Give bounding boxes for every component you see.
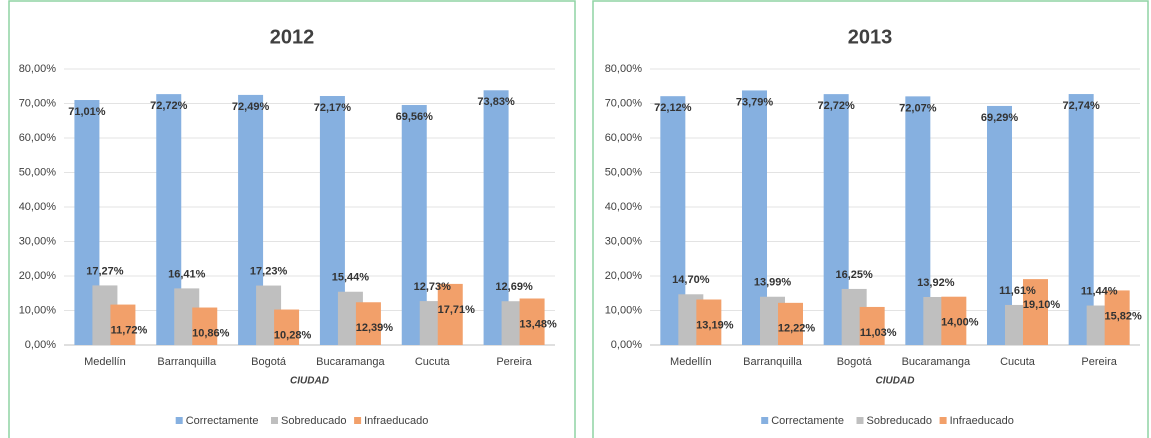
value-label: 14,00%	[941, 317, 979, 329]
y-tick-label: 20,00%	[19, 270, 57, 282]
chart-title: 2013	[848, 26, 893, 48]
legend-swatch	[761, 417, 769, 424]
value-label: 72,72%	[150, 100, 188, 112]
legend-label: Correctamente	[771, 415, 844, 427]
value-label: 73,79%	[736, 96, 774, 108]
bar	[941, 296, 967, 345]
x-tick-label: Cucuta	[1000, 356, 1036, 368]
bar	[1104, 290, 1130, 345]
value-label: 13,92%	[917, 277, 955, 289]
y-tick-label: 60,00%	[19, 132, 57, 144]
value-label: 12,73%	[414, 281, 452, 293]
value-label: 10,86%	[192, 327, 230, 339]
legend-swatch	[271, 417, 278, 424]
x-axis-label: CIUDAD	[876, 376, 915, 387]
value-label: 72,12%	[654, 102, 692, 114]
bar	[274, 309, 300, 345]
bar	[355, 302, 381, 345]
bar	[696, 299, 722, 345]
bar	[110, 304, 136, 345]
value-label: 72,72%	[818, 100, 856, 112]
y-tick-label: 80,00%	[605, 63, 643, 75]
value-label: 17,27%	[86, 265, 124, 277]
chart-frame	[592, 0, 1149, 438]
bar	[437, 283, 463, 345]
x-tick-label: Medellín	[670, 356, 712, 368]
legend-label: Sobreducado	[867, 415, 932, 427]
x-tick-label: Pereira	[496, 356, 532, 368]
y-tick-label: 30,00%	[605, 235, 643, 247]
y-tick-label: 70,00%	[19, 97, 57, 109]
y-tick-label: 10,00%	[19, 304, 57, 316]
bar	[1068, 94, 1094, 345]
value-label: 15,82%	[1105, 310, 1143, 322]
chart-frame	[8, 0, 576, 438]
value-label: 17,71%	[438, 304, 476, 316]
value-label: 72,74%	[1063, 100, 1101, 112]
x-tick-label: Bogotá	[837, 356, 873, 368]
legend-swatch	[354, 417, 362, 424]
chart-title: 2012	[270, 26, 315, 48]
value-label: 13,19%	[696, 319, 734, 331]
value-label: 11,44%	[1081, 285, 1118, 297]
value-label: 16,25%	[836, 269, 874, 281]
y-tick-label: 10,00%	[605, 304, 643, 316]
value-label: 71,01%	[68, 106, 106, 118]
y-tick-label: 40,00%	[19, 201, 57, 213]
value-label: 11,61%	[999, 285, 1036, 297]
legend-swatch	[856, 417, 864, 424]
y-tick-label: 0,00%	[25, 339, 56, 351]
value-label: 17,23%	[250, 265, 288, 277]
value-label: 14,70%	[672, 274, 710, 286]
bar	[192, 307, 218, 345]
value-label: 72,17%	[314, 102, 352, 114]
value-label: 69,29%	[981, 112, 1019, 124]
y-tick-label: 80,00%	[19, 63, 57, 75]
bar	[859, 306, 885, 345]
legend-swatch	[939, 417, 947, 424]
value-label: 12,22%	[778, 323, 816, 335]
x-axis-label: CIUDAD	[290, 376, 329, 387]
bar	[1023, 279, 1048, 345]
x-tick-label: Cucuta	[415, 356, 451, 368]
value-label: 11,72%	[111, 324, 148, 336]
y-tick-label: 40,00%	[605, 201, 643, 213]
value-label: 72,07%	[899, 102, 937, 114]
x-tick-label: Bogotá	[251, 356, 287, 368]
y-tick-label: 30,00%	[19, 235, 57, 247]
bar	[519, 298, 545, 345]
x-tick-label: Barranquilla	[743, 356, 803, 368]
y-tick-label: 50,00%	[605, 166, 643, 178]
y-tick-label: 20,00%	[605, 270, 643, 282]
y-tick-label: 50,00%	[19, 166, 57, 178]
value-label: 16,41%	[168, 268, 206, 280]
value-label: 13,99%	[754, 277, 792, 289]
value-label: 12,69%	[495, 281, 533, 293]
x-tick-label: Medellín	[84, 356, 126, 368]
y-tick-label: 60,00%	[605, 132, 643, 144]
legend-label: Correctamente	[186, 415, 259, 427]
legend-swatch	[175, 417, 183, 424]
legend-label: Infraeducado	[950, 415, 1014, 427]
x-tick-label: Bucaramanga	[316, 356, 385, 368]
value-label: 12,39%	[356, 322, 394, 334]
y-tick-label: 0,00%	[611, 339, 642, 351]
x-tick-label: Barranquilla	[157, 356, 217, 368]
value-label: 15,44%	[332, 272, 370, 284]
x-tick-label: Bucaramanga	[902, 356, 971, 368]
value-label: 73,83%	[477, 96, 515, 108]
value-label: 72,49%	[232, 101, 270, 113]
value-label: 11,03%	[860, 327, 897, 339]
x-tick-label: Pereira	[1081, 356, 1117, 368]
value-label: 13,48%	[519, 318, 557, 330]
y-tick-label: 70,00%	[605, 97, 643, 109]
value-label: 69,56%	[396, 111, 434, 123]
legend-label: Infraeducado	[364, 415, 428, 427]
value-label: 10,28%	[274, 329, 312, 341]
value-label: 19,10%	[1023, 299, 1061, 311]
bar	[778, 302, 803, 345]
legend-label: Sobreducado	[281, 415, 346, 427]
